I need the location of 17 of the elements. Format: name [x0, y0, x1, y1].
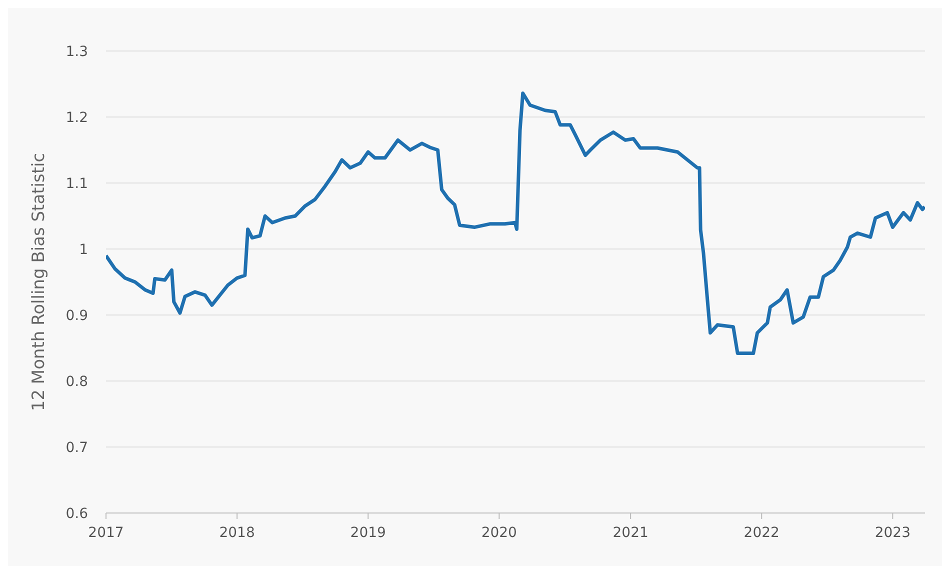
x-tick-label: 2022	[744, 524, 780, 541]
x-tick-label: 2017	[88, 524, 124, 541]
y-tick-label: 1.1	[66, 176, 88, 192]
x-tick-label: 2021	[612, 524, 648, 541]
y-tick-label: 0.8	[66, 374, 88, 390]
x-tick-label: 2020	[481, 524, 517, 541]
y-axis-title: 12 Month Rolling Bias Statistic	[29, 152, 50, 412]
y-tick-label: 0.7	[66, 440, 88, 456]
x-tick-label: 2019	[350, 524, 386, 541]
y-tick-label: 1	[79, 242, 88, 258]
y-tick-label: 0.9	[66, 308, 88, 324]
x-tick-label: 2018	[219, 524, 255, 541]
line-series	[106, 91, 925, 356]
y-tick-label: 0.6	[66, 506, 88, 522]
y-tick-label: 1.2	[66, 110, 88, 126]
y-tick-label: 1.3	[66, 44, 88, 60]
x-tick-label: 2023	[874, 524, 911, 541]
